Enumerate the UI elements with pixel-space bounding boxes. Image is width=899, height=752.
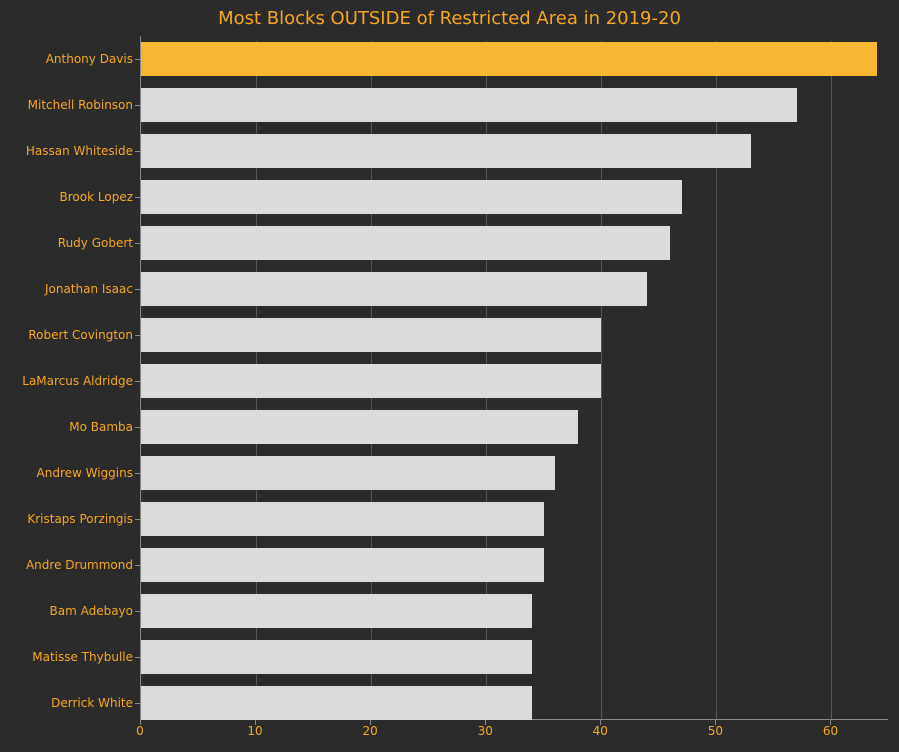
x-tick-label: 40 xyxy=(593,724,608,738)
y-tick-mark xyxy=(135,703,140,704)
x-tick-mark xyxy=(140,720,141,725)
x-tick-label: 0 xyxy=(136,724,144,738)
chart-container: Most Blocks OUTSIDE of Restricted Area i… xyxy=(0,0,899,752)
y-tick-mark xyxy=(135,427,140,428)
y-label: Brook Lopez xyxy=(3,180,133,214)
bar xyxy=(141,226,670,260)
y-label: LaMarcus Aldridge xyxy=(3,364,133,398)
y-tick-mark xyxy=(135,519,140,520)
y-label: Hassan Whiteside xyxy=(3,134,133,168)
y-label: Matisse Thybulle xyxy=(3,640,133,674)
x-tick-mark xyxy=(830,720,831,725)
plot-area xyxy=(140,36,888,720)
x-tick-label: 50 xyxy=(708,724,723,738)
bar xyxy=(141,42,877,76)
y-label: Rudy Gobert xyxy=(3,226,133,260)
x-tick-mark xyxy=(370,720,371,725)
bar xyxy=(141,180,682,214)
x-tick-label: 30 xyxy=(478,724,493,738)
y-label: Andre Drummond xyxy=(3,548,133,582)
bar xyxy=(141,88,797,122)
y-label: Andrew Wiggins xyxy=(3,456,133,490)
bar xyxy=(141,272,647,306)
y-label: Jonathan Isaac xyxy=(3,272,133,306)
x-tick-mark xyxy=(600,720,601,725)
y-tick-mark xyxy=(135,197,140,198)
y-tick-mark xyxy=(135,59,140,60)
y-tick-mark xyxy=(135,105,140,106)
y-tick-mark xyxy=(135,381,140,382)
y-tick-mark xyxy=(135,335,140,336)
y-tick-mark xyxy=(135,289,140,290)
y-label: Bam Adebayo xyxy=(3,594,133,628)
bar xyxy=(141,640,532,674)
x-tick-mark xyxy=(485,720,486,725)
y-tick-mark xyxy=(135,657,140,658)
chart-title: Most Blocks OUTSIDE of Restricted Area i… xyxy=(0,8,899,29)
bar xyxy=(141,594,532,628)
bar xyxy=(141,502,544,536)
y-label: Robert Covington xyxy=(3,318,133,352)
bar xyxy=(141,548,544,582)
bar xyxy=(141,134,751,168)
y-label: Kristaps Porzingis xyxy=(3,502,133,536)
x-tick-label: 10 xyxy=(247,724,262,738)
y-label: Mo Bamba xyxy=(3,410,133,444)
x-tick-label: 60 xyxy=(823,724,838,738)
x-tick-label: 20 xyxy=(363,724,378,738)
bar xyxy=(141,410,578,444)
y-label: Anthony Davis xyxy=(3,42,133,76)
y-tick-mark xyxy=(135,611,140,612)
y-label: Derrick White xyxy=(3,686,133,720)
y-tick-mark xyxy=(135,151,140,152)
x-tick-mark xyxy=(255,720,256,725)
bar xyxy=(141,318,601,352)
bar xyxy=(141,456,555,490)
y-tick-mark xyxy=(135,243,140,244)
bar xyxy=(141,686,532,720)
x-tick-mark xyxy=(715,720,716,725)
bars-layer xyxy=(141,36,888,719)
y-tick-mark xyxy=(135,565,140,566)
y-tick-mark xyxy=(135,473,140,474)
bar xyxy=(141,364,601,398)
y-label: Mitchell Robinson xyxy=(3,88,133,122)
